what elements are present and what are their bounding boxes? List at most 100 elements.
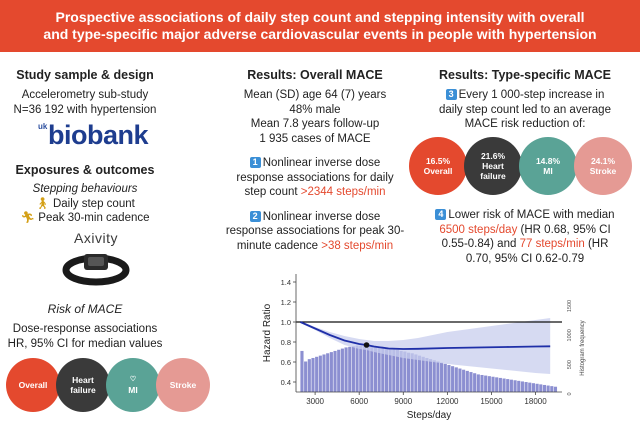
axivity-device: Axivity	[56, 230, 136, 291]
histogram-bar	[403, 351, 407, 392]
histogram-bar	[550, 386, 554, 392]
histogram-bar	[528, 382, 532, 392]
histogram-bar	[462, 369, 466, 392]
median-marker	[363, 342, 370, 348]
histogram-bar	[348, 346, 352, 392]
histogram-bar	[315, 356, 319, 392]
stat-age: Mean (SD) age 64 (7) years	[243, 89, 387, 101]
histogram-bar	[340, 348, 344, 392]
histogram-bar	[326, 353, 330, 392]
exposure-cadence-label: Peak 30-min cadence	[38, 212, 150, 224]
y-tick-label: 1.4	[281, 278, 291, 287]
outcome-circle-stroke: Stroke	[156, 358, 210, 412]
y-tick-label: 0.4	[281, 378, 291, 387]
histogram-bar	[524, 382, 528, 392]
histogram-bar	[311, 357, 315, 392]
outcome-circle-overall: Overall	[6, 358, 60, 412]
histogram-bar	[476, 374, 480, 392]
x-tick-label: 18000	[524, 397, 547, 406]
y-tick-label: 1.2	[281, 298, 291, 307]
reduction-circle-heart-failure: 21.6% Heart failure	[464, 137, 522, 195]
histogram-bar	[506, 379, 510, 392]
axivity-logo: Axivity	[74, 230, 118, 246]
histogram-bar	[440, 362, 444, 392]
running-person-icon: 🏃︎	[20, 212, 36, 224]
exposures-section: Exposures & outcomes Stepping behaviours…	[0, 163, 170, 226]
histogram-bar	[535, 383, 539, 392]
histogram-bar	[553, 386, 558, 392]
histogram-bar	[333, 350, 337, 392]
histogram-bar	[436, 361, 440, 392]
finding-3-badge: 3	[445, 89, 457, 100]
y2-tick-label: 1500	[567, 300, 573, 312]
histogram-bar	[300, 350, 304, 392]
histogram-bar	[318, 355, 322, 392]
outcome-circle-heart-failure: Heart failure	[56, 358, 110, 412]
dose-line-2: HR, 95% CI for median values	[7, 337, 163, 350]
confidence-band	[300, 318, 551, 374]
finding-4-badge: 4	[435, 209, 447, 220]
y-tick-label: 0.6	[281, 358, 291, 367]
histogram-bar	[337, 349, 341, 392]
histogram-bar	[531, 383, 535, 392]
outcome-circle-mi: ♡ MI	[106, 358, 160, 412]
type-specific-section: Results: Type-specific MACE 3 Every 1 000…	[410, 68, 640, 132]
stat-male: 48% male	[289, 103, 341, 116]
finding-1-badge: 1	[249, 157, 261, 168]
finding-2-badge: 2	[249, 210, 261, 222]
design-line-2: N=36 192 with hypertension	[13, 103, 157, 116]
histogram-bar	[359, 345, 363, 392]
title-line-1: Prospective associations of daily step c…	[55, 9, 585, 25]
overall-mace-heading: Results: Overall MACE	[247, 68, 383, 82]
x-axis-title: Steps/day	[407, 410, 451, 421]
histogram-bar	[473, 373, 477, 392]
histogram-bar	[377, 346, 381, 392]
design-line-1: Accelerometry sub-study	[21, 89, 149, 101]
risk-heading: Risk of MACE	[47, 302, 123, 316]
histogram-bar	[480, 374, 484, 392]
histogram-bar	[304, 361, 308, 392]
stat-cases: 1 935 cases of MACE	[259, 132, 371, 145]
histogram-bar	[513, 380, 517, 392]
histogram-bar	[539, 384, 543, 392]
histogram-bar	[421, 356, 425, 392]
accelerometer-wristband-icon	[62, 254, 130, 286]
histogram-bar	[384, 348, 389, 392]
histogram-bar	[454, 367, 458, 392]
finding-2: 2 Nonlinear inverse dose response associa…	[225, 210, 405, 252]
y2-tick-label: 0	[567, 392, 573, 395]
histogram-bar	[469, 372, 473, 392]
histogram-bar	[370, 346, 374, 392]
histogram-bar	[509, 379, 513, 392]
histogram-bar	[355, 345, 359, 392]
dose-line-1: Dose-response associations	[12, 323, 158, 335]
histogram-bar	[392, 349, 396, 392]
y2-tick-label: 500	[567, 360, 573, 369]
title-line-2: and type-specific major adverse cardiova…	[43, 26, 597, 42]
histogram-bar	[329, 352, 333, 392]
histogram-bar	[429, 359, 433, 392]
histogram-bar	[502, 378, 506, 392]
histogram-bar	[406, 352, 411, 392]
histogram-bar	[417, 355, 422, 392]
histogram-bar	[458, 368, 462, 392]
heart-icon: ♡	[129, 376, 137, 383]
x-tick-label: 12000	[436, 397, 459, 406]
histogram-bar	[351, 346, 355, 392]
histogram-bar	[414, 354, 418, 392]
reduction-circle-stroke: 24.1% Stroke	[574, 137, 632, 195]
x-tick-label: 15000	[480, 397, 503, 406]
hazard-ratio-curve	[300, 321, 551, 350]
walking-person-icon: 🚶︎	[35, 197, 50, 210]
histogram-bar	[381, 347, 385, 392]
reduction-circle-overall: 16.5% Overall	[409, 137, 467, 195]
exposure-daily-steps-label: Daily step count	[52, 197, 135, 210]
histogram-bar	[546, 385, 550, 392]
study-design-heading: Study sample & design	[16, 68, 154, 82]
finding-4: 4 Lower risk of MACE with median 6500 ste…	[410, 208, 640, 266]
study-sample-section: Study sample & design Accelerometry sub-…	[0, 68, 170, 117]
y2-tick-label: 1000	[567, 329, 573, 341]
histogram-bar	[388, 348, 392, 392]
histogram-bar	[395, 349, 400, 392]
histogram-bar	[451, 366, 455, 392]
